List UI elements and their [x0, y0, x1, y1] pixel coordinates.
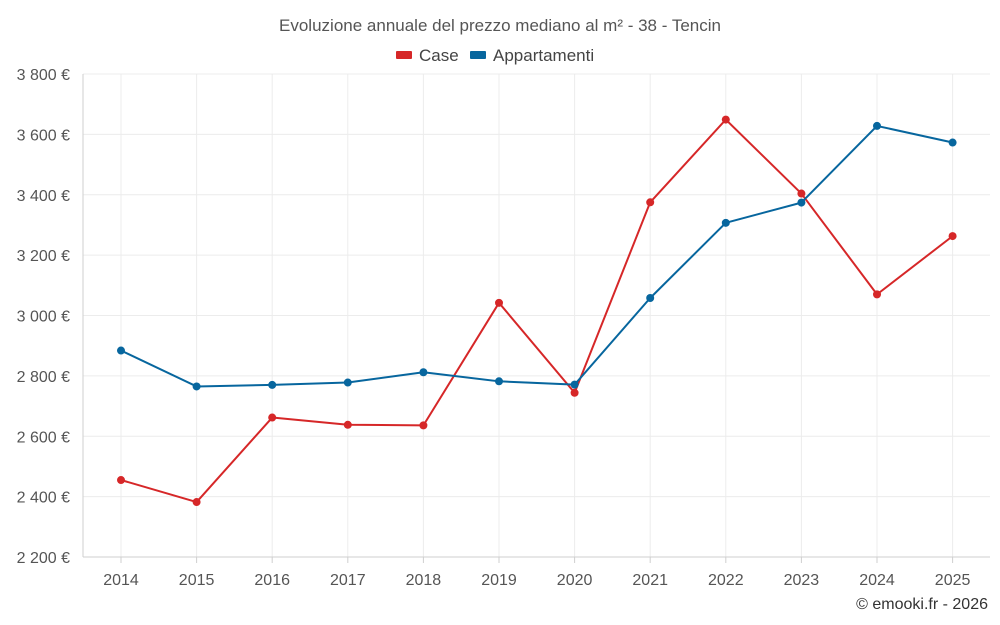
data-point-case[interactable] — [797, 189, 806, 198]
legend-label-appartamenti: Appartamenti — [493, 46, 594, 65]
data-point-case[interactable] — [117, 476, 125, 485]
data-point-appartamenti[interactable] — [117, 346, 125, 355]
data-point-appartamenti[interactable] — [721, 218, 730, 227]
y-tick-label: 3 600 € — [17, 127, 70, 144]
legend-item-appartamenti[interactable]: Appartamenti — [470, 46, 594, 65]
series-line-case — [120, 118, 954, 504]
x-tick-label: 2014 — [103, 572, 139, 589]
y-tick-label: 3 800 € — [17, 67, 70, 84]
data-point-appartamenti[interactable] — [192, 382, 201, 391]
data-point-case[interactable] — [646, 198, 655, 207]
y-tick-label: 2 600 € — [17, 429, 70, 446]
legend-swatch-case — [396, 51, 412, 59]
legend: Case Appartamenti — [396, 46, 594, 65]
data-point-appartamenti[interactable] — [268, 380, 277, 389]
chart-title: Evoluzione annuale del prezzo mediano al… — [279, 16, 721, 35]
y-tick-label: 3 200 € — [17, 248, 70, 265]
data-point-case[interactable] — [570, 388, 579, 397]
y-tick-label: 2 800 € — [17, 369, 70, 386]
y-tick-label: 3 400 € — [17, 188, 70, 205]
x-tick-label: 2024 — [859, 572, 895, 589]
data-point-appartamenti[interactable] — [570, 380, 579, 389]
data-point-case[interactable] — [192, 498, 201, 507]
y-tick-label: 3 000 € — [17, 309, 70, 326]
y-tick-label: 2 400 € — [17, 490, 70, 507]
data-point-case[interactable] — [721, 115, 730, 124]
data-point-appartamenti[interactable] — [873, 121, 881, 130]
x-tick-label: 2019 — [481, 572, 517, 589]
data-point-case[interactable] — [873, 290, 881, 299]
data-point-appartamenti[interactable] — [495, 377, 503, 386]
data-point-case[interactable] — [419, 421, 428, 430]
series — [117, 115, 957, 507]
x-tick-label: 2018 — [406, 572, 442, 589]
data-point-case[interactable] — [343, 420, 352, 429]
y-tick-label: 2 200 € — [17, 550, 70, 567]
x-tick-label: 2021 — [632, 572, 668, 589]
data-point-case[interactable] — [495, 298, 503, 307]
axes: 2 200 € 2 400 € 2 600 € 2 800 € 3 000 € 3 200… — [17, 67, 990, 589]
data-point-case[interactable] — [948, 232, 957, 241]
data-point-appartamenti[interactable] — [948, 138, 957, 147]
legend-item-case[interactable]: Case — [396, 46, 459, 65]
legend-swatch-appartamenti — [470, 51, 486, 59]
series-case — [117, 115, 957, 507]
series-line-appartamenti — [120, 124, 953, 388]
data-point-appartamenti[interactable] — [343, 378, 352, 387]
x-tick-label: 2017 — [330, 572, 366, 589]
x-tick-label: 2022 — [708, 572, 744, 589]
x-tick-label: 2015 — [179, 572, 215, 589]
x-tick-label: 2016 — [254, 572, 290, 589]
x-tick-label: 2025 — [935, 572, 971, 589]
x-tick-label: 2020 — [557, 572, 593, 589]
credit-text: © emooki.fr - 2026 — [856, 596, 988, 613]
legend-label-case: Case — [419, 46, 459, 65]
data-point-appartamenti[interactable] — [646, 293, 655, 302]
data-point-appartamenti[interactable] — [419, 368, 428, 377]
data-point-case[interactable] — [268, 413, 277, 422]
data-point-appartamenti[interactable] — [797, 198, 806, 207]
grid — [83, 73, 990, 557]
series-appartamenti — [117, 121, 957, 391]
x-tick-label: 2023 — [784, 572, 820, 589]
